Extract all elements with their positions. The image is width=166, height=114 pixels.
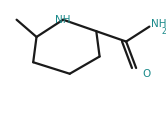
Text: O: O	[142, 68, 150, 78]
Text: 2: 2	[161, 26, 166, 35]
Text: NH: NH	[55, 14, 71, 24]
Text: NH: NH	[151, 19, 166, 29]
